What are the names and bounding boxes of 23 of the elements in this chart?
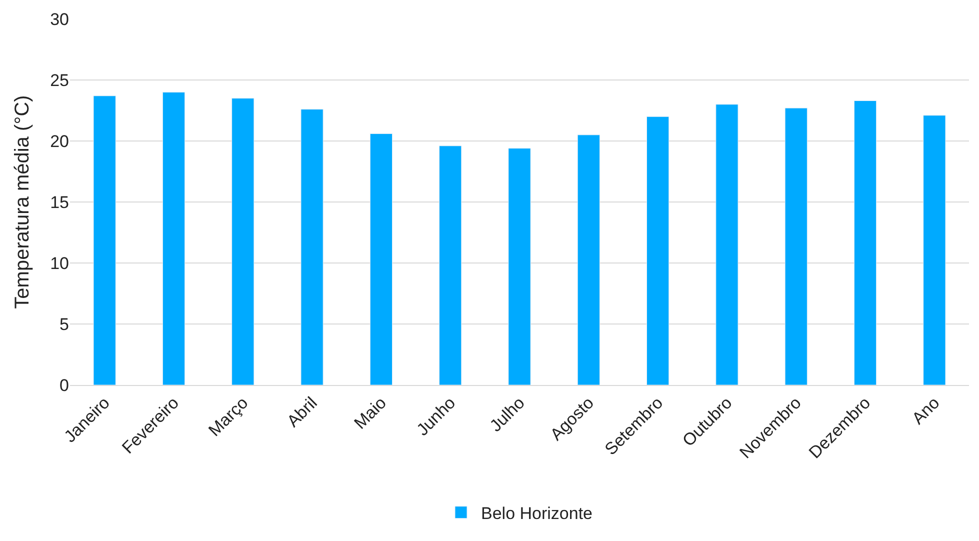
y-axis-title: Temperatura média (°C) <box>12 95 34 309</box>
bar <box>923 115 946 385</box>
bar <box>508 148 531 385</box>
bar <box>93 96 116 385</box>
y-tick-label: 5 <box>60 314 69 334</box>
bar <box>646 116 670 385</box>
y-tick-label: 30 <box>50 10 69 29</box>
y-tick-label: 25 <box>50 70 69 90</box>
y-tick-label: 10 <box>50 254 69 273</box>
y-tick-label: 20 <box>50 132 69 151</box>
bar <box>439 146 462 385</box>
bar <box>716 104 738 385</box>
bar <box>370 133 393 385</box>
legend-label: Belo Horizonte <box>481 504 593 523</box>
x-tick-label: Ano <box>908 393 944 428</box>
bar <box>784 108 808 385</box>
bar <box>854 100 877 385</box>
bar <box>300 109 324 385</box>
y-tick-label: 15 <box>50 192 69 212</box>
y-tick-label: 0 <box>60 376 69 395</box>
bar <box>577 134 600 385</box>
bar <box>162 92 186 385</box>
bar <box>232 98 254 385</box>
